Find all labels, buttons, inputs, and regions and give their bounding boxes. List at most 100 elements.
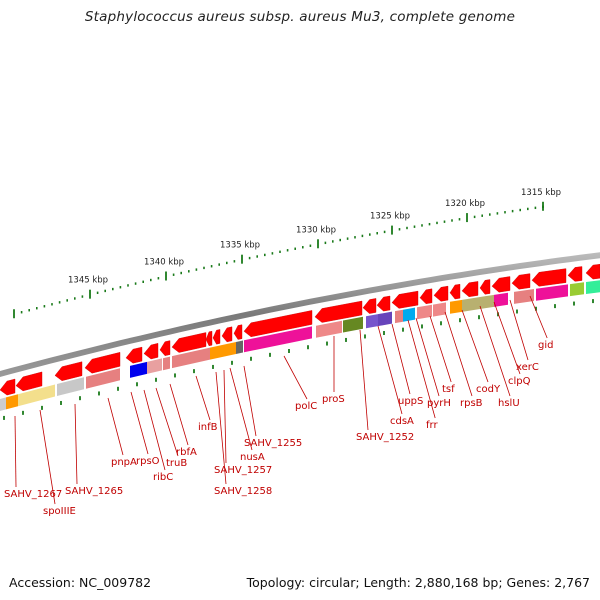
gene-label: proS <box>322 394 345 405</box>
kbp-label: 1330 kbp <box>296 225 336 235</box>
gene-labels: gid xerC clpQ hslU codY rpsB tsf pyrH frr uppS cds… <box>4 340 553 517</box>
leader-line <box>509 299 529 361</box>
kbp-label: 1325 kbp <box>370 212 410 222</box>
leader-line <box>223 369 227 464</box>
gene-label: uppS <box>398 396 423 407</box>
kbp-label: 1315 kbp <box>521 188 561 198</box>
gene-leader-lines <box>14 295 548 505</box>
gene-label: SAHV_1255 <box>244 438 302 449</box>
cog-segment <box>586 280 600 294</box>
leader-line <box>283 355 308 400</box>
gene-label: pyrH <box>427 398 451 409</box>
leader-line <box>359 329 369 431</box>
leader-line <box>429 315 452 383</box>
cog-segment <box>403 307 415 322</box>
gene-arrow <box>314 300 363 323</box>
gene-label: codY <box>476 384 501 395</box>
leader-line <box>444 311 473 397</box>
cog-segment <box>462 296 484 312</box>
leader-line <box>143 389 166 471</box>
cog-segment <box>86 368 120 389</box>
leader-line <box>377 325 403 415</box>
cog-segment <box>0 397 6 411</box>
gene-label: pnpA <box>111 457 137 468</box>
leader-line <box>107 397 124 456</box>
gene-label: xerC <box>516 362 539 373</box>
leader-line <box>391 323 411 395</box>
gene-arrow <box>511 273 531 290</box>
leader-line <box>130 391 149 455</box>
gene-arrow <box>159 340 171 356</box>
cog-segment <box>536 284 568 301</box>
gene-label: clpQ <box>508 376 531 387</box>
kbp-scale-labels: 1315 kbp 1320 kbp 1325 kbp 1330 kbp 1335 kbp… <box>68 188 561 286</box>
cog-segment <box>244 326 312 353</box>
leader-line <box>529 295 548 339</box>
gene-arrow <box>461 281 479 298</box>
gene-arrow <box>171 332 207 353</box>
genome-backbone <box>0 252 600 377</box>
gene-arrow <box>15 371 43 392</box>
cog-segment <box>494 292 508 307</box>
cog-segment <box>6 394 18 410</box>
gene-label: rbfA <box>176 447 197 458</box>
map-title: Staphylococcus aureus subsp. aureus Mu3,… <box>84 9 516 25</box>
leader-line <box>169 383 189 446</box>
leader-line <box>407 319 436 419</box>
cog-segment <box>343 316 363 333</box>
leader-line <box>461 309 489 383</box>
gene-arrow <box>419 288 433 305</box>
gene-arrow <box>233 324 243 340</box>
gene-arrow <box>205 330 213 347</box>
leader-line <box>155 387 179 457</box>
gene-arrow <box>0 378 16 396</box>
cog-segment <box>395 309 403 324</box>
cog-segment <box>18 384 55 407</box>
gene-arrow <box>362 298 377 314</box>
cog-segment <box>570 282 584 297</box>
gene-label: rpsB <box>460 398 483 409</box>
cog-segment <box>172 347 210 369</box>
leader-line <box>14 415 17 488</box>
leader-line <box>215 371 227 485</box>
leader-line <box>229 367 253 451</box>
cog-color-track <box>0 280 600 411</box>
accession-text: Accession: NC_009782 <box>9 575 152 590</box>
leader-line <box>74 403 78 485</box>
gene-arrow <box>125 346 143 364</box>
leader-line <box>415 317 440 397</box>
cog-segment <box>57 377 84 396</box>
cog-segment <box>433 302 446 317</box>
cog-segment <box>163 356 170 371</box>
gene-label: nusA <box>240 452 265 463</box>
gene-label: SAHV_1267 <box>4 489 62 500</box>
gene-label: ribC <box>153 472 173 483</box>
leader-line <box>493 301 521 375</box>
gene-arrow <box>491 276 511 293</box>
leader-line <box>39 409 56 505</box>
gene-label: SAHV_1265 <box>65 486 123 497</box>
gene-label: infB <box>198 422 218 433</box>
gene-arrows <box>0 263 600 396</box>
gene-label: spoIIIE <box>43 506 76 517</box>
gene-arrow <box>479 279 491 295</box>
cog-segment <box>236 340 243 354</box>
gene-arrow <box>84 352 121 374</box>
cog-segment <box>450 299 462 314</box>
gene-label: hslU <box>498 398 520 409</box>
kbp-label: 1320 kbp <box>445 199 485 209</box>
cog-segment <box>484 294 494 309</box>
gene-arrow <box>143 343 159 360</box>
gene-arrow <box>449 283 461 300</box>
gene-arrow <box>212 329 221 345</box>
leader-line <box>479 305 511 397</box>
gene-arrow <box>585 263 600 280</box>
gene-label: polC <box>295 401 317 412</box>
gene-arrow <box>433 285 449 302</box>
gene-arrow <box>221 326 233 343</box>
inner-ticks <box>3 299 594 420</box>
gene-arrow <box>391 290 419 309</box>
gene-label: frr <box>426 420 438 431</box>
cog-segment <box>417 304 432 320</box>
